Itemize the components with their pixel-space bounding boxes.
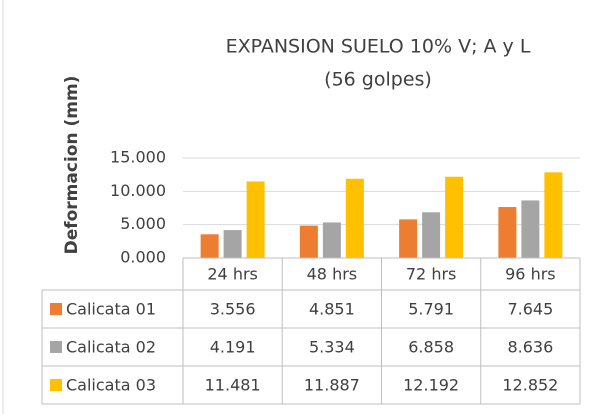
y-tick-label: 15.000: [110, 148, 166, 167]
x-tick-label: 96 hrs: [505, 265, 556, 284]
table-value: 7.645: [507, 300, 553, 319]
table-value: 11.481: [205, 376, 261, 395]
chart-title: EXPANSION SUELO 10% V; A y L: [226, 36, 531, 58]
legend-swatch: [50, 341, 62, 353]
y-axis-label: Deformacion (mm): [62, 76, 82, 255]
table-value: 8.636: [507, 338, 553, 357]
legend-label: Calicata 01: [66, 300, 156, 319]
bar: [498, 207, 517, 258]
bar: [322, 222, 341, 258]
bar: [223, 230, 242, 258]
y-tick-label: 5.000: [120, 214, 166, 233]
bar: [246, 181, 265, 258]
bar: [544, 172, 563, 258]
x-tick-label: 48 hrs: [307, 265, 358, 284]
bar: [445, 176, 464, 258]
x-tick-label: 72 hrs: [406, 265, 457, 284]
table-value: 12.852: [502, 376, 558, 395]
table-value: 4.851: [309, 300, 355, 319]
bar: [422, 212, 441, 258]
legend-swatch: [50, 379, 62, 391]
table-value: 3.556: [210, 300, 256, 319]
table-value: 11.887: [304, 376, 360, 395]
table-value: 4.191: [210, 338, 256, 357]
y-tick-label: 0.000: [120, 248, 166, 267]
chart-subtitle: (56 golpes): [324, 69, 432, 91]
legend-label: Calicata 03: [66, 376, 156, 395]
legend-label: Calicata 02: [66, 338, 156, 357]
table-value: 6.858: [408, 338, 454, 357]
table-value: 12.192: [403, 376, 459, 395]
x-tick-label: 24 hrs: [207, 265, 258, 284]
table-value: 5.334: [309, 338, 355, 357]
bar: [200, 234, 219, 258]
bar: [399, 219, 418, 258]
legend-swatch: [50, 303, 62, 315]
table-value: 5.791: [408, 300, 454, 319]
bar: [521, 200, 540, 258]
bar: [345, 178, 364, 258]
bar: [299, 225, 318, 258]
y-tick-label: 10.000: [110, 181, 166, 200]
